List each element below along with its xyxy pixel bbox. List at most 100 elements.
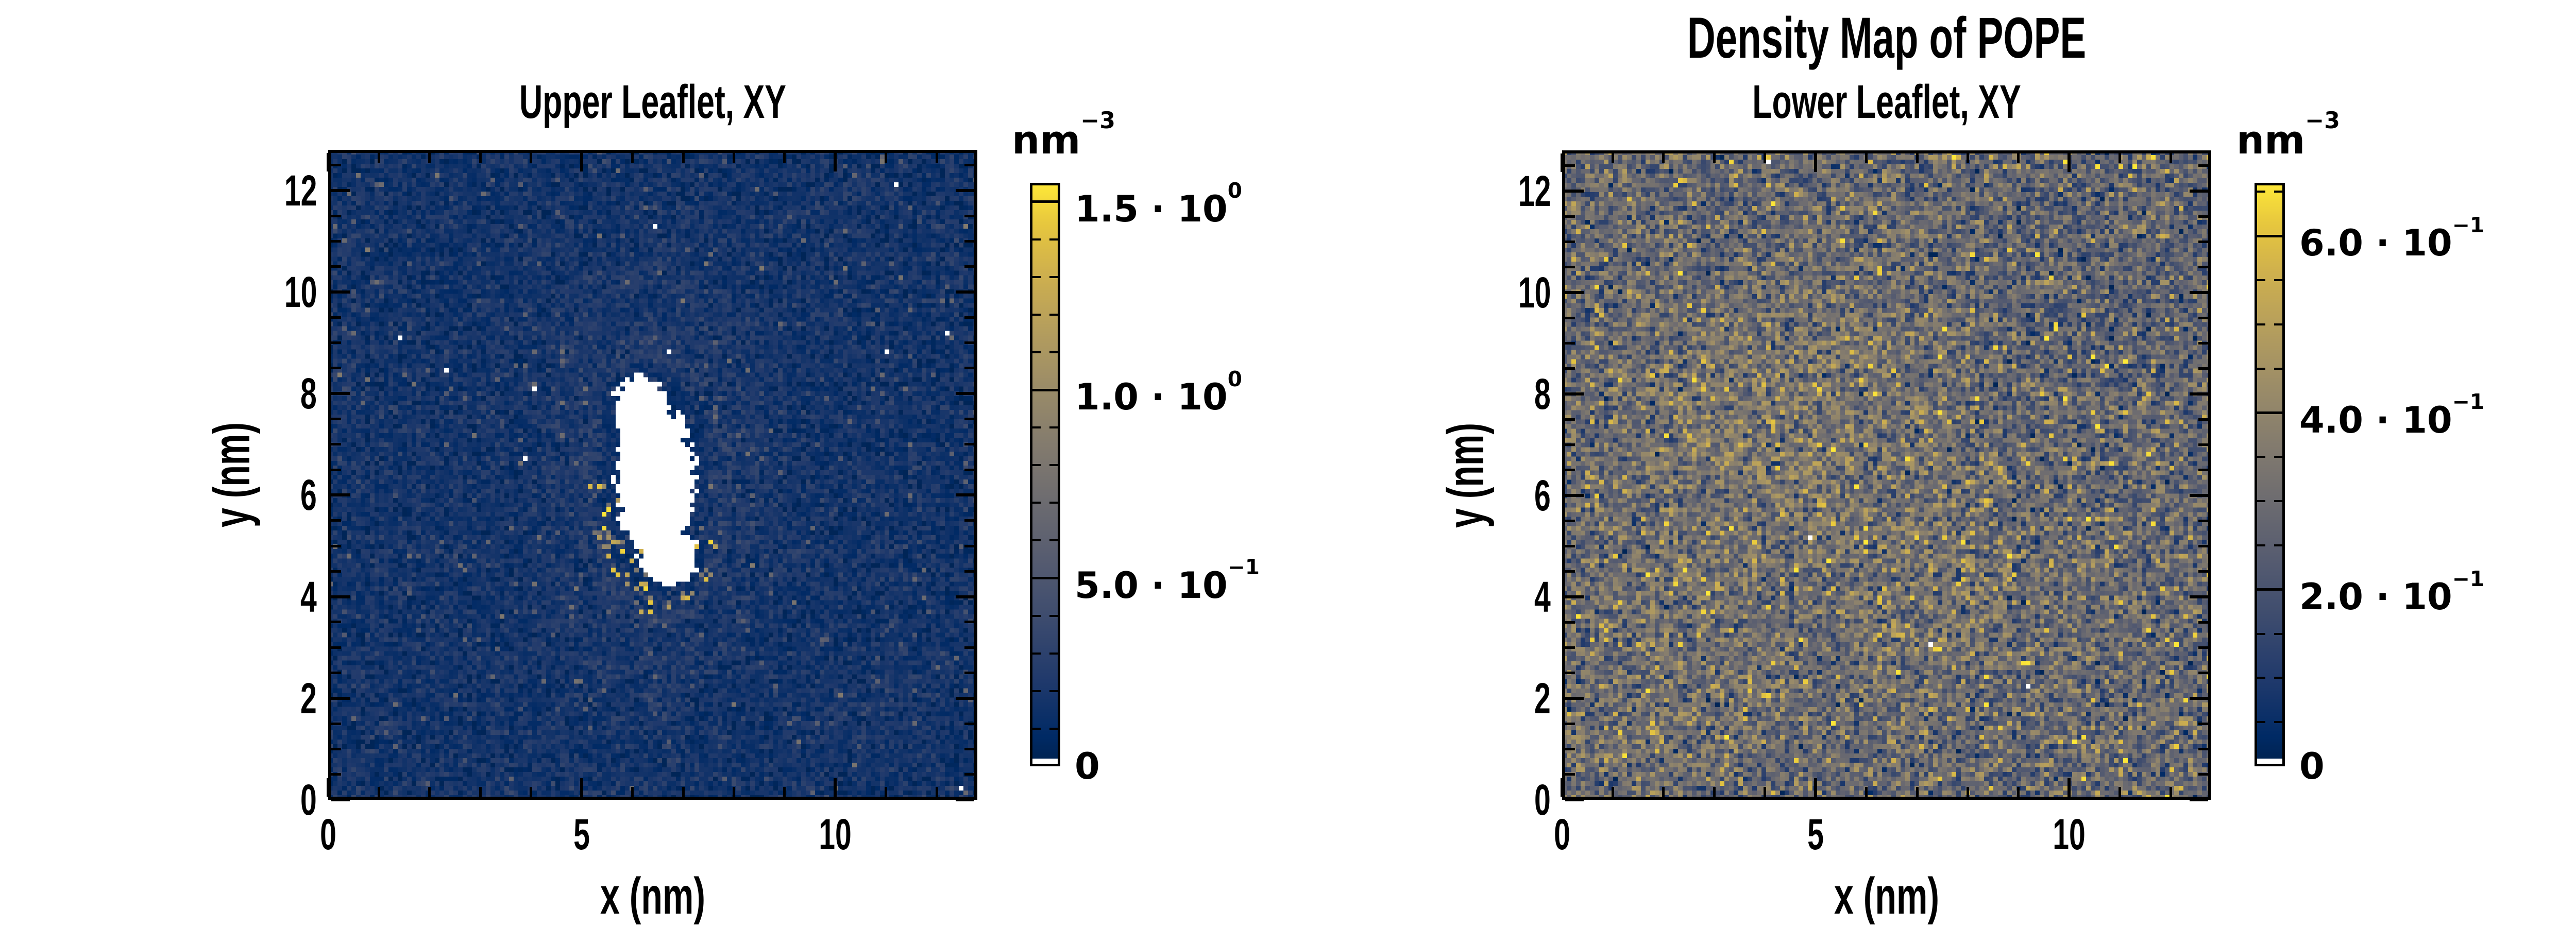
colorbar-tick [1032,502,1041,504]
colorbar-tick [2267,411,2282,414]
axis-tick [331,265,341,268]
axis-tick [964,418,974,421]
axis-tick [2198,316,2208,319]
colorbar-tick [2257,279,2265,281]
axis-tick [2190,392,2208,396]
colorbar-tick [2257,588,2273,591]
y-tick-label: 8 [1534,369,1551,418]
axis-tick [2190,493,2208,497]
colorbar-tick [1032,388,1048,391]
x-tick-label: 0 [320,810,336,859]
axis-tick [1565,469,1575,472]
colorbar-tick [2257,323,2265,325]
axis-tick [2198,418,2208,421]
colorbar-tick [1032,351,1041,353]
axis-tick [331,367,341,370]
axis-tick [331,188,350,192]
axis-tick [2198,672,2208,675]
axis-tick [956,798,974,801]
axis-tick [2198,164,2208,167]
axis-tick [580,778,584,797]
axis-tick [1916,787,1919,797]
axis-tick [733,787,735,797]
axis-tick [1967,787,1969,797]
axis-tick [1565,646,1575,649]
axis-tick [1565,189,1584,193]
y-tick-label: 10 [1518,268,1551,317]
colorbar-tick [2274,677,2282,679]
y-tick-label: 12 [1518,166,1551,215]
axis-tick [964,214,974,217]
axis-tick [331,722,341,725]
axis-tick [331,544,341,547]
colorbar-tick [1049,690,1058,692]
axis-tick [331,570,341,573]
y-tick-label: 0 [1534,776,1551,824]
axis-tick [2198,341,2208,345]
axis-tick [331,696,350,700]
axis-tick [2198,240,2208,243]
colorbar-tick [1032,727,1041,730]
colorbar-tick [1049,614,1058,617]
axis-tick [2119,787,2122,797]
axis-tick [2198,747,2208,750]
axis-tick [2067,153,2071,172]
axis-tick [682,787,685,797]
colorbar-tick [1032,313,1041,316]
panel-title: Lower Leaflet, XY [1752,76,2021,128]
colorbar-tick [2257,234,2273,237]
colorbar-tick [2274,544,2282,546]
colorbar-tick [2257,500,2265,502]
y-tick-label: 6 [300,471,317,520]
colorbar-tick-label: 0 [1075,745,1100,787]
axis-tick [2017,787,2020,797]
axis-tick [1916,153,1919,163]
axis-tick [377,153,380,163]
colorbar-tick [1032,464,1041,467]
colorbar-tick [2257,367,2265,370]
axis-tick [964,570,974,573]
colorbar-tick-label: 1.0 · 100 [1075,366,1242,419]
axis-tick [331,214,341,217]
colorbar-frame [2255,183,2285,766]
axis-tick [2198,544,2208,547]
axis-tick [1565,418,1575,421]
axis-tick [1967,153,1969,163]
colorbar-tick [1049,426,1058,429]
axis-tick [935,153,938,163]
axis-tick [331,773,341,776]
colorbar-unit-label: nm−3 [2236,108,2340,163]
colorbar-tick [2267,588,2282,591]
x-tick-label: 0 [1554,810,1570,859]
colorbar-tick [2274,191,2282,193]
axis-tick [331,798,350,801]
colorbar-tick-label: 6.0 · 10−1 [2299,212,2484,265]
colorbar-tick [1032,238,1041,241]
axis-tick [1565,215,1575,218]
axis-tick [1565,341,1575,345]
axis-tick [331,316,341,319]
x-tick-label: 10 [2053,810,2086,859]
colorbar-tick [2267,234,2282,237]
axis-tick [1611,787,1614,797]
figure-title: Density Map of POPE [1594,7,2180,69]
colorbar-tick [1032,276,1041,278]
axis-tick [479,787,482,797]
colorbar-tick [2257,721,2265,724]
colorbar-tick-label: 0 [2299,745,2325,787]
axis-tick [682,153,685,163]
axis-tick [2198,621,2208,624]
axis-tick [1565,672,1575,675]
axis-tick [956,290,974,294]
y-tick-label: 4 [300,572,317,621]
axis-tick [1865,787,1868,797]
axis-tick [2198,367,2208,370]
axis-tick [1565,316,1575,319]
colorbar-tick [2274,323,2282,325]
axis-tick [2190,696,2208,700]
colorbar-tick [2274,456,2282,458]
axis-tick [2169,787,2172,797]
colorbar-tick [1032,200,1048,203]
axis-tick [2198,519,2208,522]
axis-tick [2198,266,2208,269]
